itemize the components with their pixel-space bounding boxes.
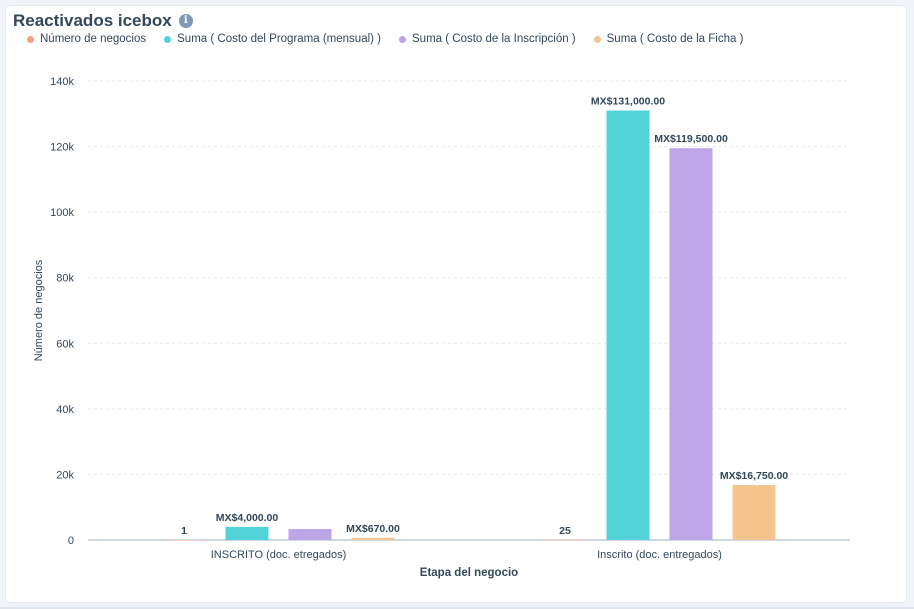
data-label: MX$119,500.00 [654,133,728,145]
x-axis-label: Etapa del negocio [420,567,518,579]
legend-dot [593,35,601,43]
data-label: MX$131,000.00 [591,96,665,108]
bar-2-2 [606,110,650,540]
chart-legend: Número de negocios Suma ( Costo del Prog… [27,33,743,45]
data-label: 25 [559,525,571,537]
chart-header: Reactivados icebox i [13,11,193,31]
y-tick-label: 0 [68,535,74,547]
footer-divider [0,607,914,609]
legend-dot [27,35,34,43]
legend-label: Suma ( Costo de la Inscripción ) [412,33,576,45]
legend-item-costo-inscripcion[interactable]: Suma ( Costo de la Inscripción ) [399,33,576,45]
bar-2-1 [225,526,269,540]
y-tick-label: 100k [50,207,74,219]
legend-label: Suma ( Costo del Programa (mensual) ) [177,33,382,45]
y-tick-label: 140k [50,76,74,88]
x-tick-label: INSCRITO (doc. etregados) [211,549,347,561]
legend-item-costo-programa[interactable]: Suma ( Costo del Programa (mensual) ) [164,33,381,45]
y-tick-label: 40k [56,404,74,416]
bar-3-2 [669,148,713,541]
y-tick-label: 80k [56,273,74,285]
legend-dot [164,35,172,43]
y-tick-label: 120k [50,142,74,154]
bar-4-2 [732,485,776,540]
chart-title: Reactivados icebox [13,11,172,30]
info-icon[interactable]: i [178,14,193,28]
legend-dot [399,35,407,43]
legend-item-numero-negocios[interactable]: Número de negocios [27,33,146,45]
bar-3-1 [288,529,332,540]
x-tick-label: Inscrito (doc. entregados) [597,549,722,561]
bar-4-1 [351,537,395,540]
data-label: MX$16,750.00 [720,470,788,482]
legend-label: Número de negocios [40,33,147,45]
legend-item-costo-ficha[interactable]: Suma ( Costo de la Ficha ) [593,33,744,45]
y-tick-label: 20k [56,469,74,481]
legend-label: Suma ( Costo de la Ficha ) [606,33,744,45]
bar-1-1 [162,539,206,541]
data-label: MX$4,000.00 [216,512,279,524]
y-tick-label: 60k [56,338,74,350]
data-label: MX$670.00 [346,523,400,535]
y-axis-label: Número de negocios [33,259,45,361]
data-label: 1 [181,525,187,537]
bar-1-2 [543,539,587,541]
